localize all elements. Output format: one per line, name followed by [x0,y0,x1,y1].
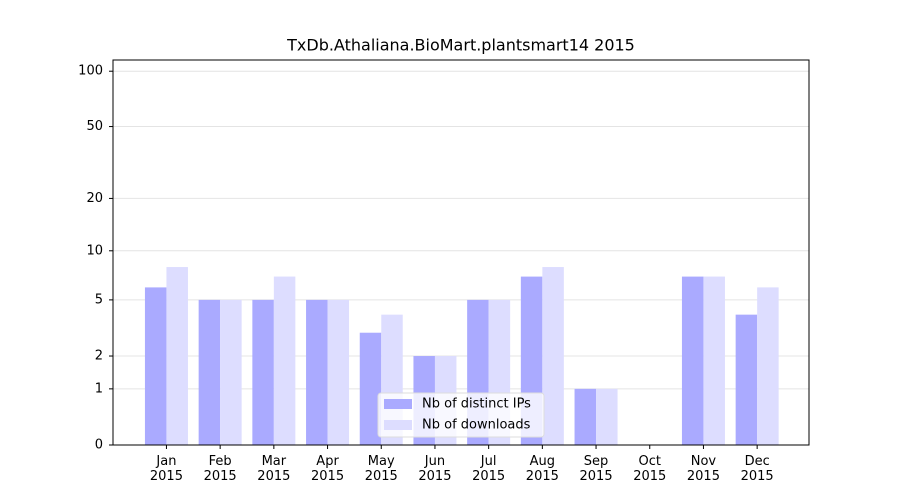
x-tick-label: Jul 2015 [472,454,506,484]
x-tick-label: Mar 2015 [257,454,291,484]
x-tick-label: Jan 2015 [149,454,183,484]
y-tick-label: 2 [95,349,103,364]
x-tick-label: Jun 2015 [418,454,452,484]
legend-label: Nb of distinct IPs [422,397,531,412]
y-tick-label: 0 [95,438,103,453]
x-tick-label: Apr 2015 [311,454,345,484]
y-tick-label: 50 [86,119,103,134]
plot-frame [112,59,810,446]
y-tick-label: 20 [86,191,103,206]
x-tick-label: Feb 2015 [203,454,237,484]
x-tick-label: May 2015 [364,454,398,484]
x-tick-label: Oct 2015 [633,454,667,484]
legend-label: Nb of downloads [422,418,531,433]
y-tick-label: 5 [95,292,103,307]
x-tick-label: Dec 2015 [740,454,774,484]
legend-swatch [384,399,412,409]
bar [596,388,618,445]
bar [542,267,564,445]
x-tick-label: Nov 2015 [686,454,720,484]
y-tick-label: 100 [78,64,103,79]
bar [703,276,725,445]
bar [735,314,758,445]
bar [144,287,167,445]
bar [166,267,188,445]
bar [306,299,328,445]
x-tick-label: Sep 2015 [579,454,613,484]
chart-title: TxDb.Athaliana.BioMart.plantsmart14 2015 [286,36,635,55]
bar [273,276,296,445]
bar [327,299,350,445]
bar [359,332,382,445]
bar [681,276,704,445]
x-tick-label: Aug 2015 [525,454,559,484]
bar [252,299,274,445]
bar [220,299,242,445]
y-tick-label: 10 [86,243,103,258]
bar [198,299,221,445]
bar [757,287,779,445]
y-tick-label: 1 [95,381,103,396]
bar [574,388,597,445]
legend-swatch [384,420,412,430]
legend-box [377,392,545,438]
